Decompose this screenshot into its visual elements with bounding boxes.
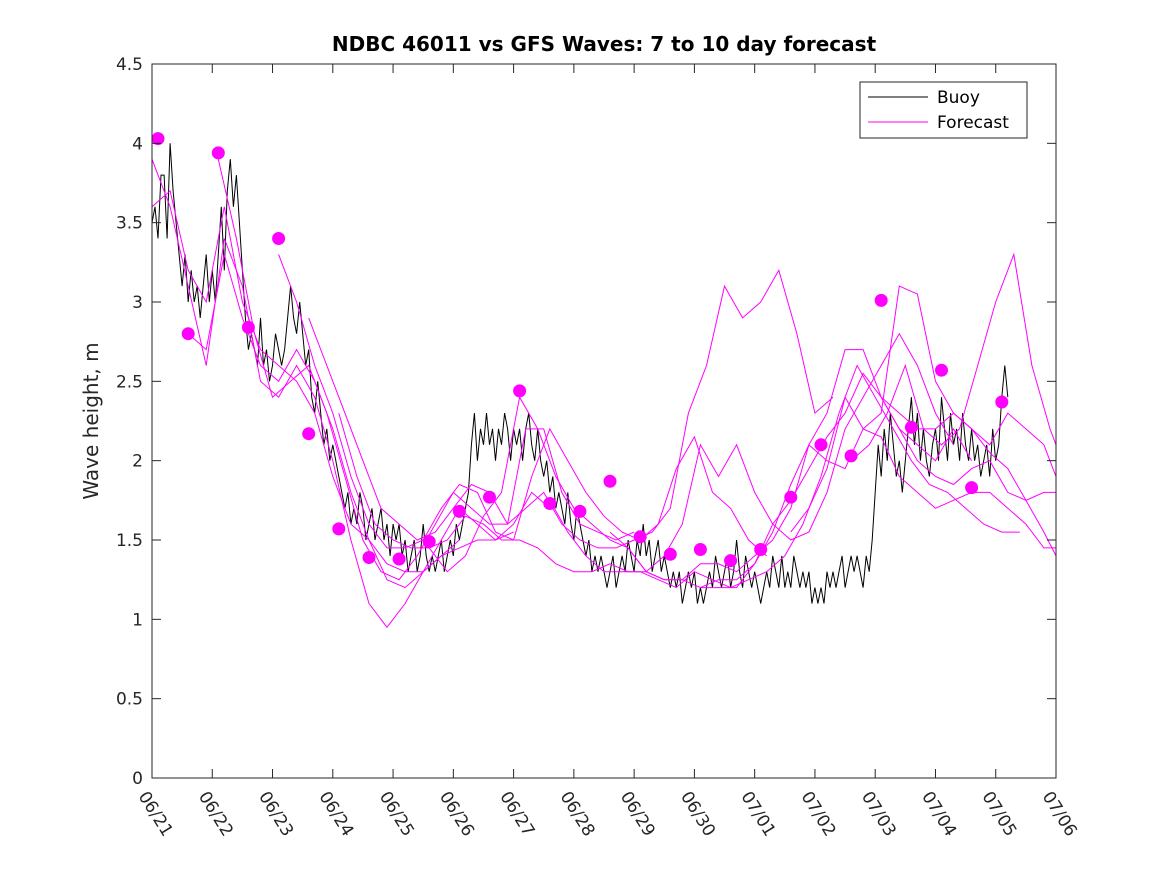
legend-entry-buoy: Buoy — [937, 88, 980, 108]
forecast-marker-12 — [513, 384, 527, 398]
y-axis: 0 0.5 1 1.5 2 2.5 3 3.5 4 4.5 — [116, 55, 1056, 789]
forecast-marker-8 — [392, 552, 406, 566]
forecast-marker-28 — [995, 395, 1009, 409]
forecast-marker-20 — [754, 543, 768, 556]
forecast-marker-11 — [483, 490, 496, 504]
forecast-marker-15 — [603, 474, 617, 488]
forecast-marker-17 — [663, 547, 677, 561]
forecast-marker-1 — [181, 327, 195, 341]
y-tick-label-6: 3 — [132, 293, 143, 313]
x-tick-label-0: 06/21 — [134, 788, 177, 840]
x-tick-label-13: 07/04 — [917, 788, 960, 840]
legend: Buoy Forecast — [859, 81, 1028, 139]
forecast-marker-4 — [272, 232, 286, 245]
chart-title: NDBC 46011 vs GFS Waves: 7 to 10 day for… — [332, 32, 877, 56]
x-tick-label-3: 06/24 — [315, 788, 358, 840]
forecast-series-line-13 — [850, 252, 1057, 462]
forecast-series-line-2 — [151, 159, 514, 629]
forecast-marker-18 — [693, 543, 707, 556]
forecast-series-line-10 — [609, 428, 1056, 589]
forecast-marker-23 — [844, 449, 858, 463]
forecast-series-line-4 — [217, 159, 635, 581]
forecast-series-line-5 — [278, 254, 768, 557]
forecast-marker-26 — [935, 363, 948, 377]
forecast-series-line-9 — [549, 364, 1020, 589]
y-tick-label-3: 1.5 — [116, 531, 143, 551]
x-tick-label-1: 06/22 — [194, 788, 237, 840]
forecast-marker-22 — [814, 438, 828, 452]
y-tick-label-7: 3.5 — [116, 214, 143, 234]
forecast-marker-10 — [452, 504, 466, 518]
axes-box — [151, 63, 1057, 779]
y-tick-label-5: 2.5 — [116, 372, 143, 392]
forecast-marker-13 — [543, 497, 557, 510]
forecast-marker-14 — [573, 504, 587, 518]
x-tick-label-12: 07/03 — [857, 788, 900, 840]
y-tick-label-8: 4 — [132, 134, 143, 154]
y-axis-label: Wave height, m — [79, 342, 103, 499]
x-tick-label-14: 07/05 — [977, 788, 1020, 840]
legend-entry-forecast: Forecast — [937, 113, 1009, 133]
forecast-series-line-12 — [790, 285, 1057, 533]
x-tick-label-11: 07/02 — [797, 788, 840, 840]
plot-area — [151, 63, 1057, 779]
x-tick-label-7: 06/28 — [556, 788, 599, 840]
x-tick-label-10: 07/01 — [736, 788, 779, 840]
forecast-series-line-1 — [151, 189, 460, 573]
forecast-marker-7 — [362, 551, 376, 564]
x-tick-label-5: 06/26 — [435, 788, 478, 840]
x-tick-label-8: 06/29 — [616, 788, 659, 840]
y-tick-label-4: 2 — [132, 452, 143, 472]
forecast-marker-3 — [241, 320, 255, 334]
y-tick-label-2: 1 — [132, 610, 143, 630]
x-tick-label-2: 06/23 — [254, 788, 297, 840]
forecast-marker-27 — [965, 481, 979, 495]
forecast-marker-2 — [211, 146, 225, 160]
forecast-marker-19 — [724, 554, 738, 568]
forecast-marker-6 — [332, 522, 346, 536]
y-tick-label-1: 0.5 — [116, 690, 143, 710]
forecast-marker-21 — [784, 490, 798, 504]
forecast-marker-16 — [633, 530, 647, 544]
forecast-series-line-3 — [187, 254, 551, 589]
buoy-series-line — [151, 143, 1009, 604]
forecast-marker-24 — [874, 293, 888, 307]
x-tick-label-15: 07/06 — [1038, 788, 1081, 840]
forecast-marker-0 — [151, 132, 165, 146]
y-tick-label-9: 4.5 — [116, 55, 143, 75]
forecast-series-line-14 — [880, 396, 1056, 501]
forecast-series-line-6 — [308, 269, 834, 549]
y-tick-label-0: 0 — [132, 769, 143, 789]
x-tick-label-4: 06/25 — [375, 788, 418, 840]
x-tick-label-6: 06/27 — [495, 788, 538, 840]
x-tick-label-9: 06/30 — [676, 788, 719, 840]
forecast-marker-5 — [302, 427, 316, 441]
forecast-marker-25 — [904, 420, 918, 434]
legend-box — [859, 81, 1028, 139]
forecast-marker-9 — [422, 535, 436, 549]
